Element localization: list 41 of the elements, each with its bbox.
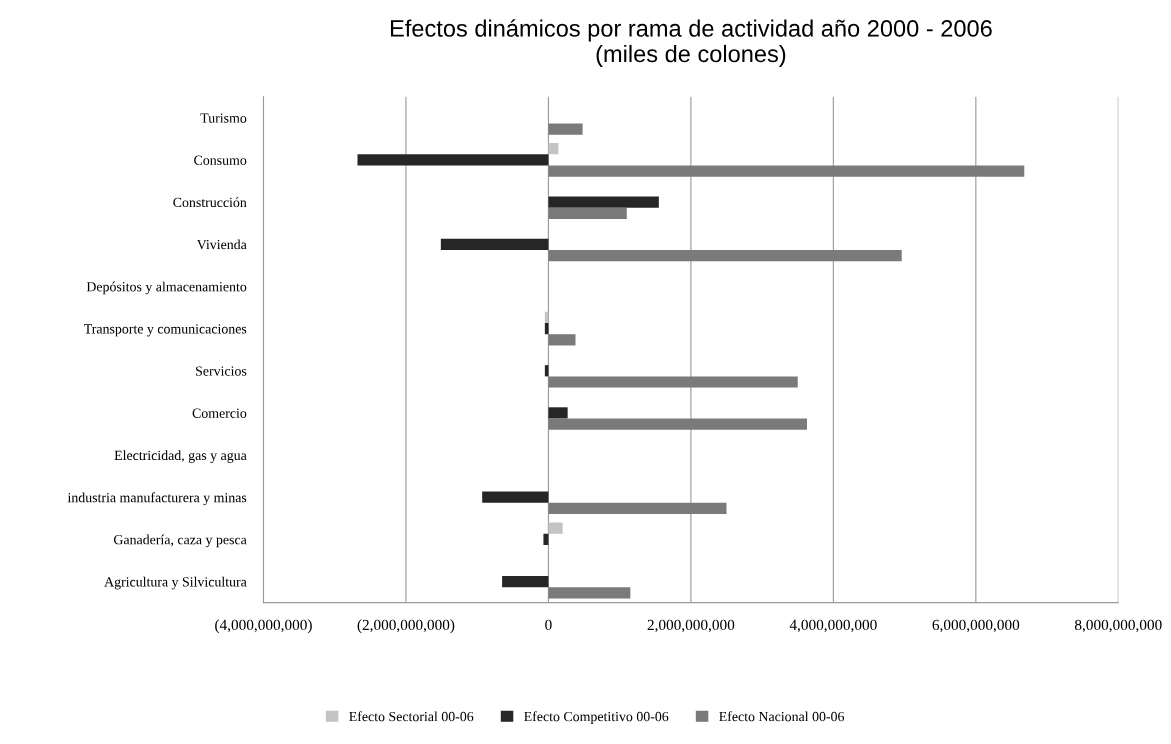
y-tick-label: Depósitos y almacenamiento <box>86 281 247 295</box>
y-tick-label: Turismo <box>200 113 247 123</box>
bar <box>548 334 576 346</box>
bar <box>548 165 1025 177</box>
y-tick-label: Consumo <box>194 155 247 165</box>
x-tick-label: 4,000,000,000 <box>789 619 877 633</box>
bar <box>357 154 549 166</box>
x-tick-label: (2,000,000,000) <box>357 619 455 634</box>
bar <box>548 587 631 599</box>
bar <box>548 418 807 430</box>
y-tick-label: Transporte y comunicaciones <box>84 324 247 337</box>
y-tick-label: industria manufacturera y minas <box>67 492 247 506</box>
y-tick-label: Construcción <box>173 197 247 208</box>
x-tick-label: 2,000,000,000 <box>647 619 735 633</box>
bar <box>548 196 659 208</box>
x-tick-label: 8,000,000,000 <box>1074 619 1162 633</box>
bar <box>548 143 559 155</box>
legend-label: Efecto Nacional 00-06 <box>719 711 845 722</box>
x-tick-label: 6,000,000,000 <box>932 619 1020 633</box>
legend-label: Efecto Competitivo 00-06 <box>524 711 669 725</box>
chart-title: Efectos dinámicos por rama de actividad año 2000 - 2006 (miles de colones) <box>390 19 992 67</box>
bar <box>548 502 727 515</box>
bar <box>548 522 563 534</box>
y-tick-label: Agricultura y Silvicultura <box>104 576 247 590</box>
bar <box>548 376 798 388</box>
bar <box>482 491 549 503</box>
y-tick-label: Servicios <box>196 366 247 376</box>
x-tick-label: 0 <box>545 619 552 631</box>
y-tick-label: Comercio <box>192 408 247 418</box>
bar <box>548 407 568 419</box>
bar <box>548 123 583 135</box>
y-tick-label: Vivienda <box>196 239 247 250</box>
legend-label: Efecto Sectorial 00-06 <box>349 711 474 722</box>
bar <box>502 575 549 588</box>
bar <box>548 207 627 219</box>
x-tick-label: (4,000,000,000) <box>215 619 312 634</box>
bar <box>548 249 902 262</box>
y-tick-label: Electricidad, gas y agua <box>114 450 247 463</box>
bar <box>543 533 549 546</box>
y-tick-label: Ganadería, caza y pesca <box>113 534 247 548</box>
bar <box>440 238 549 250</box>
